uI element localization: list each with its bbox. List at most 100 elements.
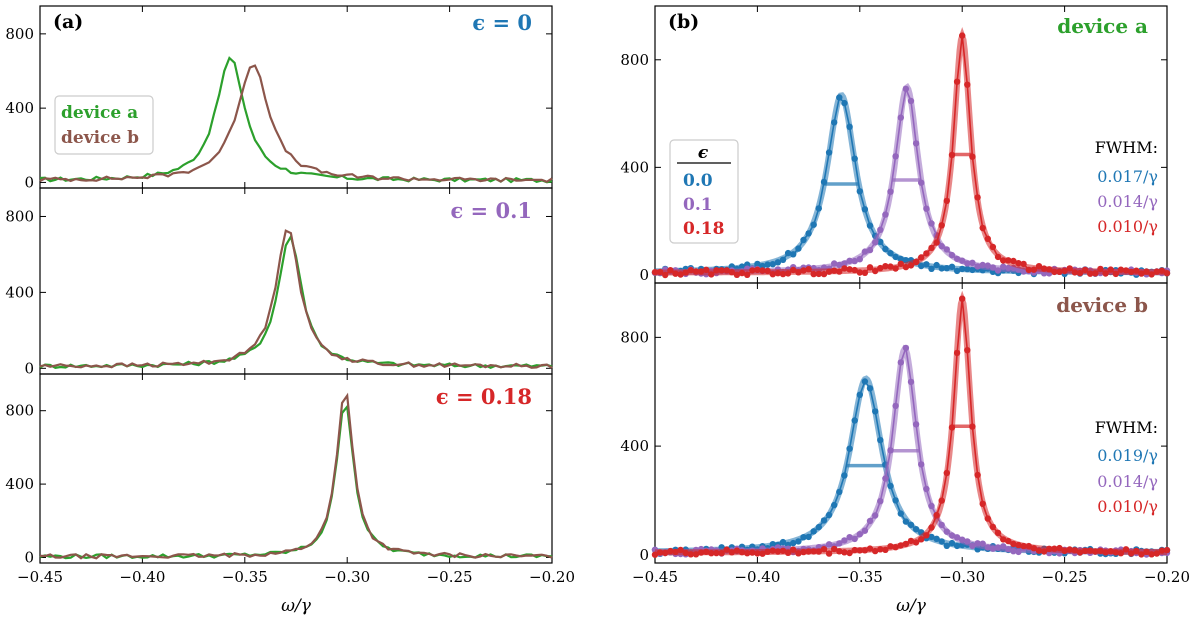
b0-point-eps2-12	[713, 267, 720, 274]
b1-point-eps2-73	[1025, 542, 1033, 550]
b0-point-eps2-57	[943, 197, 950, 205]
b0-point-eps2-67	[994, 253, 1002, 261]
b1-data-line-eps2	[654, 298, 1168, 556]
b0-point-eps1-43	[872, 239, 879, 246]
b0-point-eps2-23	[769, 271, 776, 278]
b1-point-eps2-31	[810, 548, 817, 555]
b0-point-eps1-45	[882, 211, 889, 218]
b0-point-eps1-38	[846, 257, 853, 264]
b0-point-eps2-13	[718, 267, 725, 274]
b0-point-eps2-20	[754, 266, 761, 273]
b1-point-eps2-2	[662, 549, 669, 557]
b0-point-eps0-61	[964, 265, 971, 273]
b1-point-eps2-90	[1112, 549, 1120, 556]
b0-point-eps0-35	[831, 119, 838, 126]
b1-point-eps2-57	[943, 469, 950, 477]
b0-point-eps2-52	[918, 254, 925, 261]
b0-point-eps2-29	[800, 267, 807, 274]
b0-point-eps1-35	[831, 260, 838, 267]
b1-fit-eps2	[655, 290, 1167, 556]
b0-point-eps2-2	[662, 271, 669, 279]
b1-point-eps2-33	[820, 546, 828, 553]
b1-point-eps2-28	[795, 550, 802, 557]
b1-point-eps2-25	[779, 547, 787, 554]
b0-point-eps2-39	[851, 266, 858, 274]
b1-point-eps2-51	[912, 539, 920, 546]
b1-point-eps1-41	[861, 527, 869, 534]
b1-point-eps1-51	[912, 421, 920, 428]
b0-point-eps2-95	[1138, 270, 1145, 277]
b1-point-eps0-43	[872, 408, 879, 415]
b0-point-eps1-67	[994, 267, 1002, 274]
b1-point-eps2-50	[907, 537, 915, 545]
a1-ytick-label-0: 0	[24, 359, 34, 377]
b1-point-eps0-34	[825, 511, 833, 519]
b0-point-eps0-37	[841, 99, 848, 107]
b1-point-eps1-50	[907, 378, 915, 386]
b1-point-eps2-77	[1046, 545, 1053, 552]
b0-point-eps2-77	[1046, 266, 1053, 273]
b0-point-eps0-38	[846, 123, 853, 130]
b1-point-eps2-54	[928, 524, 935, 531]
b0-point-eps2-65	[984, 235, 991, 242]
b0-point-eps0-45	[882, 245, 889, 253]
b1-point-eps1-66	[989, 545, 997, 552]
b0-point-eps1-44	[877, 226, 884, 233]
b1-point-eps0-41	[861, 378, 869, 385]
panel-a-label: (a)	[53, 11, 83, 33]
b0-point-eps0-56	[938, 265, 945, 272]
legend-device-b: device b	[61, 128, 139, 148]
b0-point-eps2-69	[1005, 257, 1012, 264]
b0-point-eps0-46	[887, 250, 894, 257]
fwhm-block-b: FWHM: 0.019/γ 0.014/γ 0.010/γ	[1095, 418, 1158, 516]
fwhm-b-eps018: 0.010/γ	[1097, 497, 1158, 516]
b0-point-eps2-84	[1081, 266, 1089, 274]
b0-point-eps2-31	[810, 270, 817, 278]
b1-point-eps1-65	[984, 544, 991, 551]
b0-point-eps0-25	[779, 256, 787, 263]
b0-point-eps1-64	[979, 261, 986, 269]
b0-point-eps2-7	[687, 267, 694, 274]
b0-point-eps2-30	[805, 266, 812, 273]
panel-a-eps0-title: ϵ = 0	[472, 10, 532, 35]
b0-point-eps0-30	[805, 230, 812, 237]
b0-point-eps0-60	[959, 265, 966, 273]
b1-point-eps2-70	[1010, 540, 1017, 548]
b0-point-eps2-51	[912, 258, 920, 266]
b0-point-eps2-46	[887, 263, 894, 270]
b1-point-eps0-38	[846, 445, 853, 452]
legend-title: ϵ	[698, 143, 709, 163]
b0-point-eps2-1	[656, 268, 664, 276]
b0-point-eps2-40	[856, 269, 863, 276]
b0-point-eps2-8	[692, 268, 700, 275]
b0-point-eps0-58	[948, 263, 956, 270]
b1-point-eps0-44	[877, 436, 884, 444]
b0-point-eps0-40	[856, 188, 863, 195]
b0-point-eps1-37	[841, 260, 848, 267]
b1-point-eps2-38	[846, 549, 853, 557]
b0-point-eps0-39	[851, 155, 858, 162]
panel-a-legend-box	[54, 95, 154, 155]
b0-point-eps2-24	[774, 270, 782, 277]
b0-point-eps1-66	[989, 264, 997, 271]
fwhm-a-eps018: 0.010/γ	[1097, 217, 1158, 236]
b1-point-eps2-0	[651, 551, 659, 558]
b1-point-eps2-69	[1005, 537, 1012, 545]
b0-point-eps0-20	[754, 260, 761, 268]
b1-point-eps2-5	[677, 546, 684, 554]
panel-a: 0 400 800 0 400 800 0 400 800 −0.45 −0.40 −0.35 −0.3…	[5, 5, 575, 586]
b0-point-eps2-10	[703, 266, 710, 273]
b1-point-eps2-4	[672, 548, 679, 556]
b1-point-eps2-41	[861, 547, 869, 554]
b1-point-eps2-11	[708, 550, 715, 557]
b1-point-eps2-36	[836, 548, 843, 555]
a2-ytick-label-1: 400	[5, 475, 34, 493]
b1-point-eps0-42	[866, 385, 874, 392]
b0-point-eps0-26	[784, 249, 792, 257]
b0-point-eps2-17	[738, 269, 746, 277]
b0-point-eps1-60	[959, 257, 966, 264]
b0-point-eps1-46	[887, 188, 894, 195]
panel-b-content: 0 400 800 0 400 800 −0.45 −0.40 −0.35 −0.30 −0.25 −…	[620, 6, 1190, 586]
b0-point-eps0-48	[897, 255, 904, 263]
b0-point-eps1-42	[866, 246, 874, 254]
